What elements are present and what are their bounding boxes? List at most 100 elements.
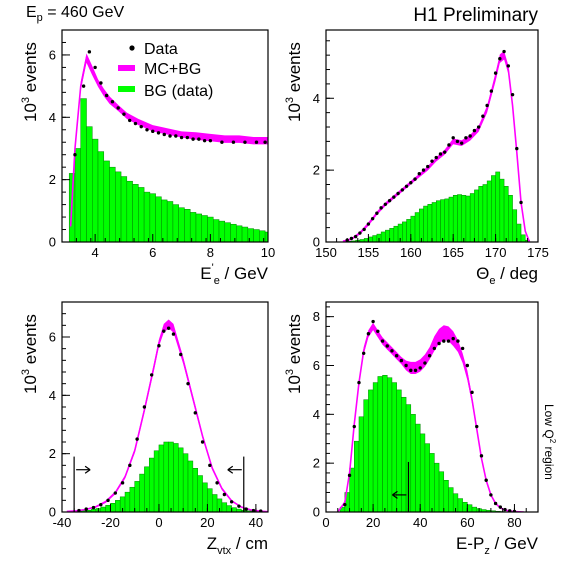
data-point: [366, 222, 371, 226]
legend-bg-label: BG (data): [144, 83, 213, 100]
y-label-base: 10: [285, 103, 304, 122]
data-point: [353, 234, 358, 239]
data-point: [135, 437, 139, 441]
bg-histogram-bar: [424, 443, 430, 512]
data-point: [485, 103, 489, 108]
data-point: [489, 89, 494, 93]
data-point: [447, 143, 451, 147]
plot-area: [342, 49, 531, 242]
bg-histogram-bar: [226, 505, 232, 512]
y-tick-label: 8: [313, 309, 320, 324]
y-axis-label: 103 events: [284, 42, 304, 122]
data-point: [77, 508, 81, 512]
data-point: [443, 150, 447, 154]
data-point: [179, 135, 184, 140]
x-axis-label: Θe / deg: [476, 264, 538, 287]
bg-histogram-bar: [197, 475, 203, 512]
bg-histogram-bar: [415, 423, 421, 512]
data-point: [113, 491, 118, 495]
cut-arrow-head: [227, 465, 234, 474]
data-point: [220, 140, 224, 144]
bg-histogram-bar: [372, 235, 378, 242]
data-point: [446, 339, 451, 343]
bg-histogram-bar: [448, 196, 454, 242]
legend: Data MC+BG BG (data): [118, 41, 213, 100]
cut-arrow-head: [84, 465, 91, 474]
data-point: [110, 100, 115, 104]
plot-area: [68, 50, 268, 242]
panel-zvtx: -40 -20 0 20 40 0 2 4 6 103 events Zvtx / cm: [20, 301, 269, 557]
bg-histogram-bar: [382, 375, 388, 512]
data-point: [81, 84, 86, 88]
bg-histogram-bar: [469, 193, 475, 242]
data-point: [142, 405, 147, 409]
y-label-text: events: [21, 314, 40, 369]
x-tick-label: 20: [200, 515, 214, 530]
data-point: [370, 216, 375, 221]
bg-histogram-bar: [138, 187, 145, 242]
bg-histogram-bar: [129, 486, 135, 512]
data-point: [404, 363, 408, 368]
y-label-base: 10: [21, 103, 40, 122]
bg-histogram-bar: [103, 160, 110, 242]
bg-histogram-bar: [241, 226, 249, 242]
bg-histogram-bar: [115, 500, 121, 512]
data-point: [472, 128, 477, 133]
mc-curve: [337, 324, 524, 512]
data-point: [394, 354, 399, 358]
legend-mc-swatch: [118, 65, 135, 71]
data-point: [390, 349, 394, 353]
bg-histogram-bar: [368, 389, 374, 512]
data-point: [149, 373, 154, 377]
x-tick-label: 0: [155, 515, 162, 530]
bg-histogram-bar: [161, 199, 168, 242]
bg-histogram-bar: [406, 219, 412, 242]
y-tick-label: 6: [49, 330, 56, 345]
bg-histogram-bar: [153, 450, 160, 512]
bg-histogram-bar: [74, 148, 81, 242]
data-point: [243, 140, 247, 144]
data-point: [357, 380, 361, 385]
bg-histogram-bar: [126, 180, 133, 242]
bg-histogram-bar: [207, 488, 213, 512]
y-label-exponent: 3: [284, 369, 296, 375]
data-point: [361, 351, 366, 355]
data-point: [73, 153, 77, 157]
data-point: [515, 146, 519, 151]
data-point: [99, 81, 103, 85]
data-point: [157, 344, 161, 348]
data-point: [185, 135, 190, 140]
data-point: [506, 64, 511, 68]
data-point: [197, 137, 201, 141]
data-point: [404, 184, 409, 189]
bg-histogram-bar: [187, 460, 194, 512]
y-tick-label: 2: [313, 456, 320, 471]
data-point: [479, 454, 484, 458]
x-axis-label: E'e / GeV: [200, 262, 268, 287]
data-point: [116, 106, 120, 110]
data-point: [498, 57, 502, 61]
data-point: [120, 481, 125, 485]
x-axis-label: Zvtx / cm: [207, 534, 268, 557]
bg-histogram-bar: [429, 453, 435, 512]
data-point: [254, 140, 259, 144]
bg-histogram-bar: [97, 151, 105, 242]
bg-histogram-bar: [491, 175, 496, 242]
bg-histogram-bar: [377, 376, 383, 512]
data-point: [186, 381, 190, 386]
x-tick-label: 4: [92, 245, 99, 260]
data-point: [128, 118, 132, 123]
data-point: [451, 336, 455, 341]
bg-histogram-bar: [516, 223, 522, 242]
side-note: Low Q2 region: [542, 404, 557, 480]
mc-curve: [69, 55, 268, 227]
bg-histogram-bar: [105, 505, 111, 512]
data-point: [171, 332, 176, 336]
x-tick-label: 20: [366, 515, 380, 530]
bg-histogram-bar: [386, 377, 393, 512]
bg-histogram-bar: [448, 487, 454, 512]
bg-histogram-bar: [423, 205, 429, 242]
data-point: [375, 211, 379, 215]
